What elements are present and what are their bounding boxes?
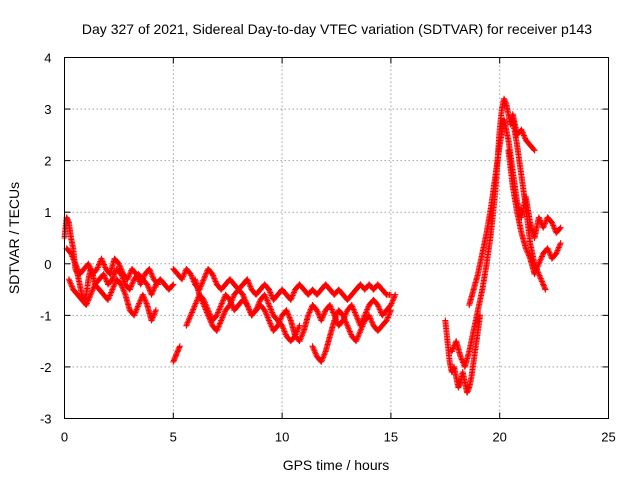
data-point — [556, 225, 563, 232]
data-point — [531, 147, 538, 154]
y-axis-title: SDTVAR / TECUs — [6, 182, 22, 294]
y-tick-label: 3 — [44, 102, 51, 117]
y-tick-label: -1 — [40, 308, 52, 323]
axis-ticks — [64, 57, 609, 419]
x-tick-label: 25 — [601, 430, 615, 445]
x-tick-label: 0 — [61, 430, 68, 445]
y-tick-labels: -3 -2 -1 0 1 2 3 4 — [40, 51, 52, 427]
data-point — [542, 286, 549, 293]
data-point — [152, 307, 159, 314]
x-axis-title: GPS time / hours — [283, 457, 390, 473]
data-points — [61, 95, 564, 396]
data-point — [154, 280, 161, 287]
data-point — [387, 307, 394, 314]
data-point — [155, 281, 162, 288]
x-tick-label: 10 — [275, 430, 289, 445]
x-tick-labels: 0 5 10 15 20 25 — [61, 430, 616, 445]
data-point — [530, 146, 537, 153]
y-tick-label: 4 — [44, 51, 51, 66]
y-tick-label: -2 — [40, 360, 52, 375]
chart-title: Day 327 of 2021, Sidereal Day-to-day VTE… — [82, 21, 592, 37]
data-point — [557, 224, 564, 231]
x-tick-label: 20 — [492, 430, 506, 445]
x-tick-label: 15 — [384, 430, 398, 445]
x-tick-label: 5 — [170, 430, 177, 445]
data-point — [170, 281, 177, 288]
data-point — [296, 322, 303, 329]
data-point — [176, 343, 183, 350]
y-tick-label: 2 — [44, 154, 51, 169]
y-tick-label: 1 — [44, 205, 51, 220]
y-tick-label: 0 — [44, 257, 51, 272]
y-tick-label: -3 — [40, 412, 52, 427]
plot-frame — [64, 57, 609, 419]
data-point — [392, 291, 399, 298]
data-point — [169, 282, 176, 289]
data-point — [557, 240, 564, 247]
